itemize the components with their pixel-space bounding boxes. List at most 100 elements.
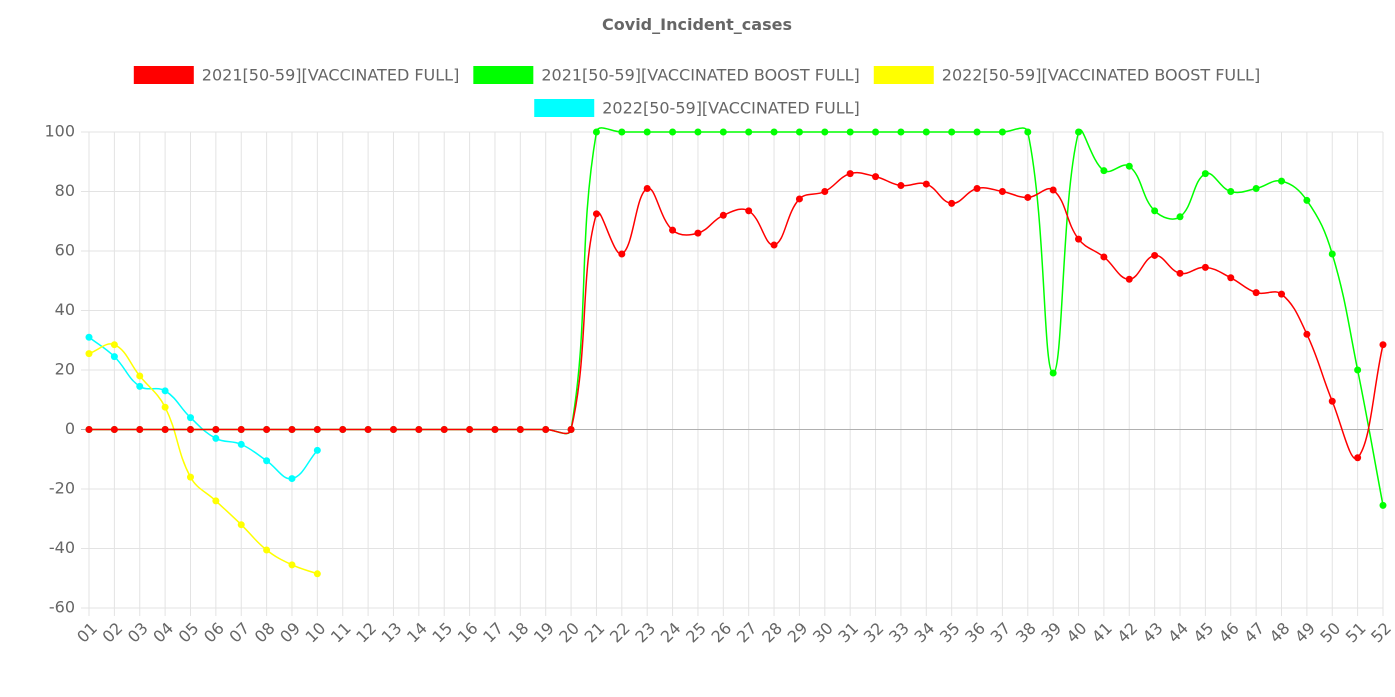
- data-point: [110, 341, 118, 349]
- x-tick-label: 31: [834, 619, 862, 647]
- x-tick-label: 18: [505, 619, 533, 647]
- x-tick-label: 47: [1240, 619, 1268, 647]
- data-point: [694, 128, 702, 136]
- data-point: [795, 195, 803, 203]
- data-point: [136, 372, 144, 380]
- data-point: [821, 188, 829, 195]
- x-tick-label: 46: [1215, 619, 1243, 647]
- data-point: [669, 226, 677, 234]
- data-point: [1176, 269, 1184, 277]
- data-point: [1278, 177, 1286, 185]
- x-tick-label: 25: [682, 619, 710, 647]
- data-point: [846, 128, 854, 136]
- data-point: [1354, 366, 1362, 374]
- data-point: [1100, 167, 1108, 175]
- x-tick-label: 34: [910, 619, 938, 647]
- x-tick-label: 37: [987, 619, 1015, 647]
- y-tick-label: 60: [55, 241, 75, 260]
- y-tick-label: 20: [55, 360, 75, 379]
- x-tick-label: 07: [225, 619, 253, 647]
- y-tick-label: 100: [44, 122, 75, 141]
- x-tick-label: 02: [99, 619, 127, 647]
- x-tick-label: 41: [1088, 619, 1116, 647]
- data-point: [745, 128, 753, 136]
- data-point: [364, 426, 372, 433]
- data-point: [618, 250, 626, 258]
- data-point: [1201, 263, 1209, 271]
- data-point: [288, 561, 296, 569]
- data-point: [973, 185, 981, 193]
- data-point: [389, 426, 397, 433]
- legend-swatch: [534, 99, 595, 117]
- x-tick-label: 22: [606, 619, 634, 647]
- data-point: [1227, 188, 1235, 195]
- x-tick-label: 19: [530, 619, 558, 647]
- chart-title: Covid_Incident_cases: [602, 15, 792, 34]
- data-point: [85, 426, 93, 433]
- x-tick-label: 48: [1266, 619, 1294, 647]
- x-tick-label: 44: [1164, 619, 1192, 647]
- data-point: [263, 546, 271, 554]
- x-tick-label: 40: [1063, 619, 1091, 647]
- data-point: [643, 128, 651, 136]
- data-point: [643, 185, 651, 193]
- x-tick-label: 20: [555, 619, 583, 647]
- data-point: [1278, 290, 1286, 298]
- data-point: [719, 211, 727, 219]
- x-tick-label: 33: [885, 619, 913, 647]
- data-point: [212, 434, 220, 442]
- data-point: [466, 426, 474, 433]
- data-point: [186, 426, 194, 433]
- x-tick-label: 01: [73, 619, 101, 647]
- legend-label: 2022[50-59][VACCINATED FULL]: [602, 99, 860, 118]
- data-point: [186, 414, 194, 422]
- data-point: [872, 173, 880, 181]
- x-tick-label: 15: [428, 619, 456, 647]
- data-point: [161, 426, 169, 433]
- data-point: [998, 128, 1006, 136]
- data-point: [161, 403, 169, 411]
- x-tick-label: 29: [784, 619, 812, 647]
- x-tick-label: 12: [352, 619, 380, 647]
- x-tick-label: 11: [327, 619, 355, 647]
- x-tick-label: 09: [276, 619, 304, 647]
- y-tick-label: 80: [55, 181, 75, 200]
- x-tick-label: 05: [175, 619, 203, 647]
- x-tick-label: 52: [1367, 619, 1395, 647]
- data-point: [313, 426, 321, 433]
- data-point: [922, 128, 930, 136]
- x-tick-label: 28: [758, 619, 786, 647]
- data-point: [237, 521, 245, 529]
- y-tick-label: -20: [49, 479, 75, 498]
- data-point: [313, 570, 321, 578]
- data-point: [440, 426, 448, 433]
- x-tick-label: 38: [1012, 619, 1040, 647]
- legend-swatch: [873, 66, 934, 84]
- data-point: [592, 128, 600, 136]
- data-point: [288, 426, 296, 433]
- data-point: [85, 350, 93, 358]
- x-tick-label: 30: [809, 619, 837, 647]
- data-point: [948, 128, 956, 136]
- data-point: [770, 241, 778, 249]
- x-tick-label: 51: [1342, 619, 1370, 647]
- series-line: [88, 343, 318, 575]
- x-tick-label: 42: [1113, 619, 1141, 647]
- data-point: [694, 229, 702, 237]
- y-tick-label: -60: [49, 598, 75, 617]
- series-line: [88, 336, 318, 480]
- data-point: [1379, 501, 1387, 509]
- x-tick-label: 49: [1291, 619, 1319, 647]
- data-point: [1303, 196, 1311, 204]
- y-tick-label: -40: [49, 538, 75, 557]
- x-tick-label: 43: [1139, 619, 1167, 647]
- legend-label: 2021[50-59][VACCINATED BOOST FULL]: [541, 66, 859, 85]
- data-point: [1176, 213, 1184, 221]
- data-point: [1024, 193, 1032, 201]
- data-point: [567, 426, 575, 433]
- x-tick-label: 06: [200, 619, 228, 647]
- data-point: [770, 128, 778, 136]
- data-point: [1151, 251, 1159, 259]
- x-tick-label: 04: [149, 619, 177, 647]
- data-point: [1125, 275, 1133, 283]
